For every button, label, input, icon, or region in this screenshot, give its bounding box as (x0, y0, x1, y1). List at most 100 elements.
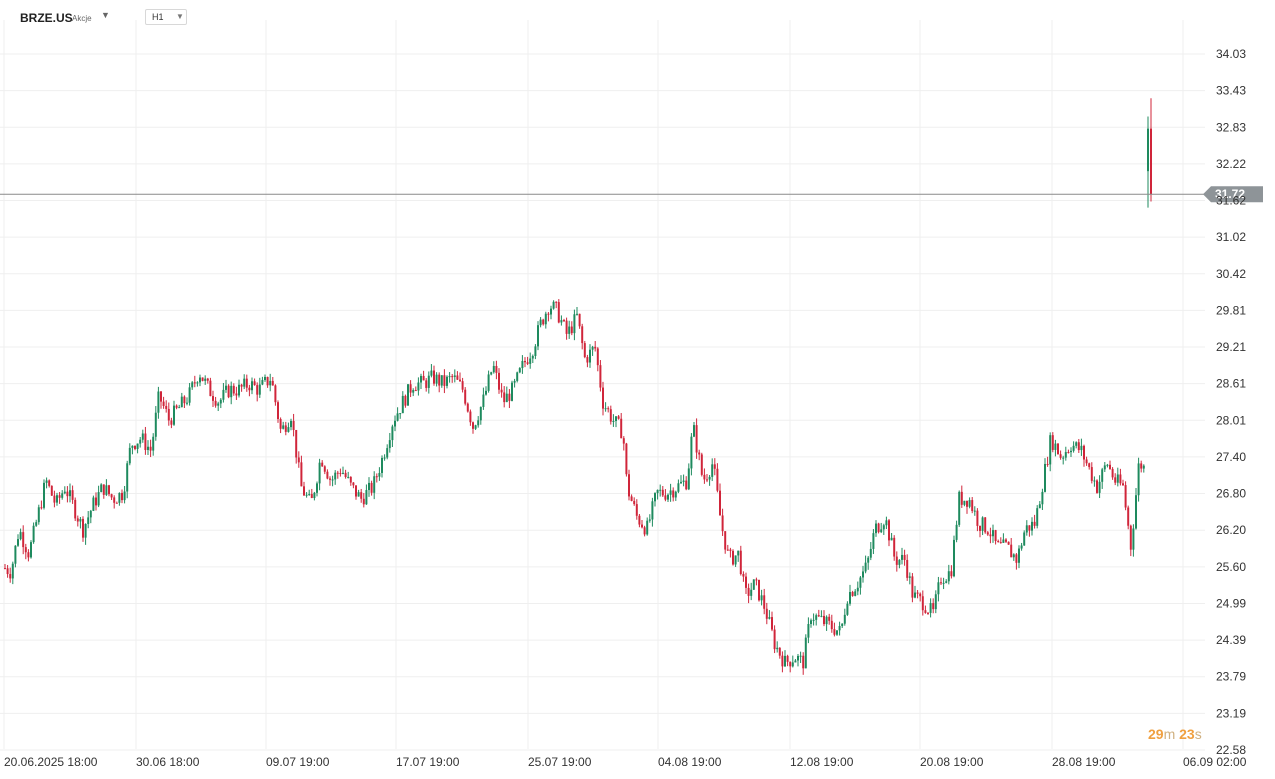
candle-body (318, 462, 321, 484)
candle-body (199, 377, 201, 383)
candle-body (708, 476, 711, 480)
candle-body (1137, 463, 1140, 496)
candle-body (87, 517, 90, 524)
candle-body (417, 382, 420, 391)
candle-body (531, 355, 534, 359)
candle-body (35, 522, 38, 526)
candle-body (375, 476, 378, 478)
candle-body (669, 490, 672, 495)
candle-body (1109, 464, 1111, 469)
candle-body (914, 592, 916, 598)
candle-body (856, 587, 859, 592)
candle-body (825, 616, 828, 625)
y-tick-label: 32.83 (1216, 120, 1246, 134)
candle-body (797, 655, 799, 661)
candle-body (19, 532, 22, 540)
candle-body (492, 365, 495, 373)
y-tick-label: 27.40 (1216, 450, 1246, 464)
candle-body (477, 420, 480, 426)
candle-body (836, 630, 838, 635)
candle-body (121, 492, 123, 501)
symbol-name[interactable]: BRZE.US (20, 11, 73, 25)
candle-body (472, 422, 474, 429)
candle-body (635, 504, 638, 516)
candle-body (968, 500, 971, 507)
candle-body (160, 391, 162, 402)
candle-body (292, 420, 295, 430)
candle-body (817, 615, 820, 617)
candle-body (1135, 495, 1137, 529)
x-tick-label: 17.07 19:00 (396, 755, 460, 769)
candle-body (505, 393, 508, 403)
candle-body (448, 376, 451, 378)
y-tick-label: 29.81 (1216, 303, 1246, 317)
candle-body (521, 360, 524, 369)
candle-body (1150, 128, 1152, 195)
candle-body (537, 325, 539, 347)
candle-body (781, 655, 784, 667)
candle-body (100, 484, 103, 493)
candle-body (412, 390, 415, 393)
candle-body (365, 490, 368, 505)
candle-body (53, 495, 56, 503)
candle-body (222, 389, 225, 400)
symbol-type-label: Akcje (72, 14, 92, 23)
candle-body (591, 346, 594, 350)
candle-body (898, 559, 901, 565)
chevron-down-icon[interactable]: ▼ (101, 10, 110, 20)
candle-body (131, 445, 134, 448)
x-tick-label: 20.08 19:00 (920, 755, 984, 769)
candle-body (409, 384, 412, 393)
candle-body (474, 425, 477, 429)
candle-body (687, 468, 690, 490)
candle-body (695, 425, 698, 453)
candle-body (875, 523, 877, 534)
candle-body (1116, 474, 1119, 483)
candle-body (555, 301, 558, 303)
candle-body (638, 515, 641, 525)
candle-countdown: 29m 23s (1148, 726, 1202, 742)
candle-body (310, 494, 313, 499)
candle-body (526, 362, 529, 364)
candle-body (420, 375, 422, 383)
y-tick-label: 32.22 (1216, 157, 1246, 171)
candle-body (1051, 435, 1054, 450)
candle-body (149, 446, 152, 451)
candle-body (867, 557, 870, 563)
candle-body (958, 491, 961, 525)
candle-body (823, 615, 825, 625)
candle-body (443, 375, 446, 386)
candle-body (225, 385, 227, 390)
candle-body (1129, 525, 1132, 550)
candle-body (212, 396, 214, 401)
candle-body (193, 382, 196, 384)
candle-body (453, 375, 456, 377)
candle-body (227, 385, 230, 398)
candle-body (295, 429, 298, 458)
candle-body (287, 427, 290, 432)
candle-body (934, 594, 937, 610)
candle-body (807, 623, 810, 638)
x-tick-label: 12.08 19:00 (790, 755, 854, 769)
candle-body (984, 517, 987, 533)
candle-body (180, 396, 183, 408)
candle-body (651, 501, 654, 520)
candle-body (716, 468, 719, 491)
y-tick-label: 24.99 (1216, 596, 1246, 610)
candle-body (27, 552, 30, 558)
candle-body (677, 483, 680, 492)
candle-body (433, 370, 435, 384)
candle-body (186, 402, 188, 404)
candle-body (24, 547, 27, 553)
candle-body (446, 376, 448, 386)
candle-body (69, 490, 71, 497)
timeframe-select[interactable]: H1 ▼ (145, 9, 187, 25)
candle-body (953, 539, 955, 577)
candle-body (461, 381, 464, 390)
candle-body (297, 457, 300, 463)
candle-body (529, 358, 532, 364)
candle-body (1075, 442, 1078, 446)
x-tick-label: 20.06.2025 18:00 (4, 755, 98, 769)
candle-body (253, 381, 256, 386)
